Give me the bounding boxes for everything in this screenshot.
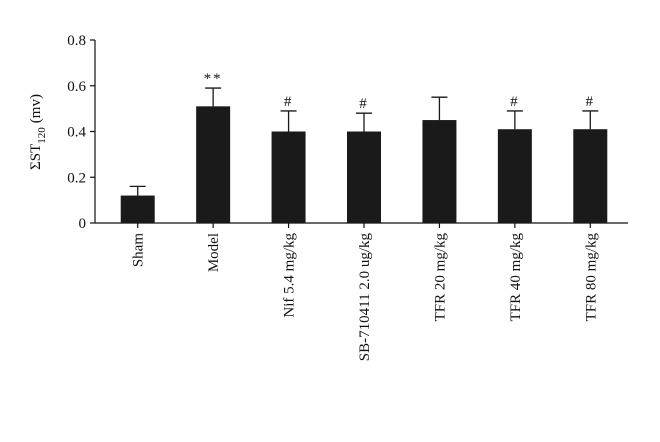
error-bar bbox=[431, 96, 448, 121]
error-bar bbox=[280, 110, 297, 132]
bar bbox=[271, 131, 306, 223]
x-tick-label: TFR 80 mg/kg bbox=[583, 233, 599, 322]
annotation: # bbox=[284, 94, 294, 110]
x-tick-label: Sham bbox=[131, 233, 147, 268]
bar bbox=[196, 106, 231, 223]
y-tick-label: 0.8 bbox=[67, 33, 86, 49]
y-axis-label: ΣST120 (mv) bbox=[28, 94, 48, 170]
bar bbox=[422, 120, 457, 223]
x-tick-label: TFR 20 mg/kg bbox=[432, 233, 448, 322]
y-label-subscript: 120 bbox=[36, 127, 48, 144]
y-label-unit: (mv) bbox=[28, 94, 44, 123]
error-bar bbox=[129, 185, 146, 196]
y-tick-label: 0.2 bbox=[67, 170, 86, 186]
error-bar bbox=[506, 110, 523, 130]
bar bbox=[573, 129, 608, 223]
bar bbox=[497, 129, 532, 223]
x-tick-label: Model bbox=[206, 233, 222, 272]
y-tick-label: 0.6 bbox=[67, 79, 86, 95]
bar bbox=[120, 195, 155, 223]
error-bar bbox=[205, 87, 222, 107]
annotation: # bbox=[510, 94, 520, 110]
x-tick-label: TFR 40 mg/kg bbox=[508, 233, 524, 322]
y-tick-label: 0.4 bbox=[67, 125, 86, 141]
x-tick-label: SB-710411 2.0 ug/kg bbox=[357, 233, 373, 362]
y-label-main: ΣST bbox=[28, 144, 44, 170]
annotation: # bbox=[359, 96, 369, 112]
error-bar bbox=[582, 110, 599, 130]
annotation: ** bbox=[204, 71, 223, 87]
error-bar bbox=[356, 112, 372, 132]
x-tick-label: Nif 5.4 mg/kg bbox=[282, 233, 298, 318]
bar bbox=[347, 131, 381, 223]
y-tick-label: 0 bbox=[79, 216, 87, 232]
annotation: # bbox=[586, 94, 596, 110]
